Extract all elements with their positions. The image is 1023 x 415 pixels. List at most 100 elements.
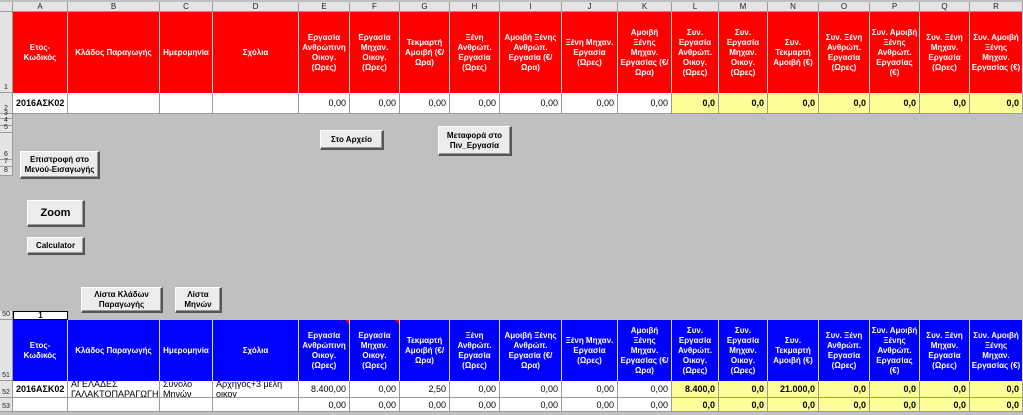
column-header-a[interactable]: A: [13, 2, 68, 12]
cell-j[interactable]: 0,00: [562, 398, 618, 412]
cell-k[interactable]: 0,00: [618, 398, 672, 412]
cell-j[interactable]: 0,00: [562, 381, 618, 398]
header-cell-o: Συν. Ξένη Ανθρώπ. Εργασία (Ωρες): [819, 320, 870, 381]
cell-o[interactable]: 0,0: [819, 398, 870, 412]
cell-m[interactable]: 0,0: [719, 93, 768, 114]
column-header-k[interactable]: K: [618, 2, 672, 12]
cell-b[interactable]: [68, 398, 160, 412]
cell-f[interactable]: 0,00: [350, 398, 400, 412]
cell-e[interactable]: 0,00: [299, 93, 350, 114]
row-header-7[interactable]: 7: [0, 158, 13, 167]
cell-i[interactable]: 0,00: [500, 381, 562, 398]
cell-b[interactable]: ΑΓΕΛΑΔΕΣ ΓΑΛΑΚΤΟΠΑΡΑΓΩΓΗΣ: [68, 381, 160, 398]
cell-c[interactable]: Σύνολο Μηνών: [160, 381, 213, 398]
header-cell-n: Συν. Τεκμαρτή Αμοιβή (€): [768, 320, 819, 381]
column-header-n[interactable]: N: [768, 2, 819, 12]
row-header-1[interactable]: 1: [0, 12, 13, 93]
cell-r[interactable]: 0,0: [970, 381, 1023, 398]
cell-o[interactable]: 0,0: [819, 381, 870, 398]
cell-h[interactable]: 0,00: [450, 93, 500, 114]
calculator-button[interactable]: Calculator: [27, 237, 85, 255]
row-header-51[interactable]: 51: [0, 320, 13, 381]
row-header-50[interactable]: 50: [0, 311, 13, 320]
branch-list-button[interactable]: Λίστα Κλάδων Παραγωγής: [81, 287, 163, 313]
archive-button[interactable]: Στο Αρχείο: [320, 130, 384, 150]
cell-n[interactable]: 21.000,0: [768, 381, 819, 398]
cell-p[interactable]: 0,0: [870, 381, 920, 398]
cell-c[interactable]: [160, 398, 213, 412]
cell-d[interactable]: [213, 93, 299, 114]
cell-q[interactable]: 0,0: [920, 93, 970, 114]
back-to-menu-button[interactable]: Επιστροφή στο Μενού-Εισαγωγής: [20, 151, 100, 179]
cell-m[interactable]: 0,0: [719, 398, 768, 412]
row50-cell[interactable]: 1: [13, 311, 68, 320]
cell-g[interactable]: 0,00: [400, 398, 450, 412]
cell-c[interactable]: [160, 93, 213, 114]
cell-j[interactable]: 0,00: [562, 93, 618, 114]
cell-l[interactable]: 8.400,0: [672, 381, 719, 398]
row-header-52[interactable]: 52: [0, 381, 13, 398]
column-header-l[interactable]: L: [672, 2, 719, 12]
cell-n[interactable]: 0,0: [768, 398, 819, 412]
transfer-button[interactable]: Μεταφορά στο Πιν_Εργασία: [438, 126, 512, 156]
cell-a[interactable]: 2016ΑΣΚ02: [13, 93, 68, 114]
cell-f[interactable]: 0,00: [350, 381, 400, 398]
column-header-h[interactable]: H: [450, 2, 500, 12]
cell-q[interactable]: 0,0: [920, 381, 970, 398]
cell-i[interactable]: 0,00: [500, 398, 562, 412]
header-cell-n: Συν. Τεκμαρτή Αμοιβή (€): [768, 12, 819, 93]
cell-o[interactable]: 0,0: [819, 93, 870, 114]
cell-h[interactable]: 0,00: [450, 398, 500, 412]
column-header-j[interactable]: J: [562, 2, 618, 12]
cell-k[interactable]: 0,00: [618, 381, 672, 398]
cell-g[interactable]: 0,00: [400, 93, 450, 114]
column-header-r[interactable]: R: [970, 2, 1023, 12]
zoom-button[interactable]: Zoom: [27, 200, 85, 227]
column-header-g[interactable]: G: [400, 2, 450, 12]
column-header-b[interactable]: B: [68, 2, 160, 12]
cell-h[interactable]: 0,00: [450, 381, 500, 398]
column-header-e[interactable]: E: [299, 2, 350, 12]
column-header-m[interactable]: M: [719, 2, 768, 12]
cell-l[interactable]: 0,0: [672, 398, 719, 412]
column-header-q[interactable]: Q: [920, 2, 970, 12]
header-cell-b: Κλάδος Παραγωγής: [68, 320, 160, 381]
cell-r[interactable]: 0,0: [970, 93, 1023, 114]
column-header-f[interactable]: F: [350, 2, 400, 12]
cell-n[interactable]: 0,0: [768, 93, 819, 114]
cell-i[interactable]: 0,00: [500, 93, 562, 114]
cell-e[interactable]: 0,00: [299, 398, 350, 412]
cell-d[interactable]: [213, 398, 299, 412]
row-header-3[interactable]: 3: [0, 110, 13, 119]
cell-p[interactable]: 0,0: [870, 398, 920, 412]
cell-r[interactable]: 0,0: [970, 398, 1023, 412]
column-header-o[interactable]: O: [819, 2, 870, 12]
header-cell-f: Εργασία Μηχαν. Οικογ. (Ωρες): [350, 320, 400, 381]
column-header-d[interactable]: D: [213, 2, 299, 12]
column-header-c[interactable]: C: [160, 2, 213, 12]
cell-m[interactable]: 0,0: [719, 381, 768, 398]
cell-l[interactable]: 0,0: [672, 93, 719, 114]
cell-d[interactable]: Αρχηγός+3 μέλη οικογ: [213, 381, 299, 398]
cell-e[interactable]: 8.400,00: [299, 381, 350, 398]
header-cell-a: Ετος-Κωδικός: [13, 12, 68, 93]
cell-p[interactable]: 0,0: [870, 93, 920, 114]
row-header-53[interactable]: 53: [0, 398, 13, 412]
cell-a[interactable]: [13, 398, 68, 412]
cell-b[interactable]: [68, 93, 160, 114]
row-header-6[interactable]: 6: [0, 133, 13, 160]
cell-q[interactable]: 0,0: [920, 398, 970, 412]
sheet-corner[interactable]: [0, 2, 13, 12]
cell-a[interactable]: 2016ΑΣΚ02: [13, 381, 68, 398]
cell-g[interactable]: 2,50: [400, 381, 450, 398]
row-header-2[interactable]: 2: [0, 93, 13, 114]
column-header-i[interactable]: I: [500, 2, 562, 12]
row-header-5[interactable]: 5: [0, 124, 13, 133]
cell-k[interactable]: 0,00: [618, 93, 672, 114]
header-cell-q: Συν. Ξένη Μηχαν. Εργασία (Ωρες): [920, 320, 970, 381]
month-list-button[interactable]: Λίστα Μηνών: [175, 287, 222, 313]
row-header-8[interactable]: 8: [0, 167, 13, 176]
cell-f[interactable]: 0,00: [350, 93, 400, 114]
row-header-4[interactable]: 4: [0, 117, 13, 126]
column-header-p[interactable]: P: [870, 2, 920, 12]
